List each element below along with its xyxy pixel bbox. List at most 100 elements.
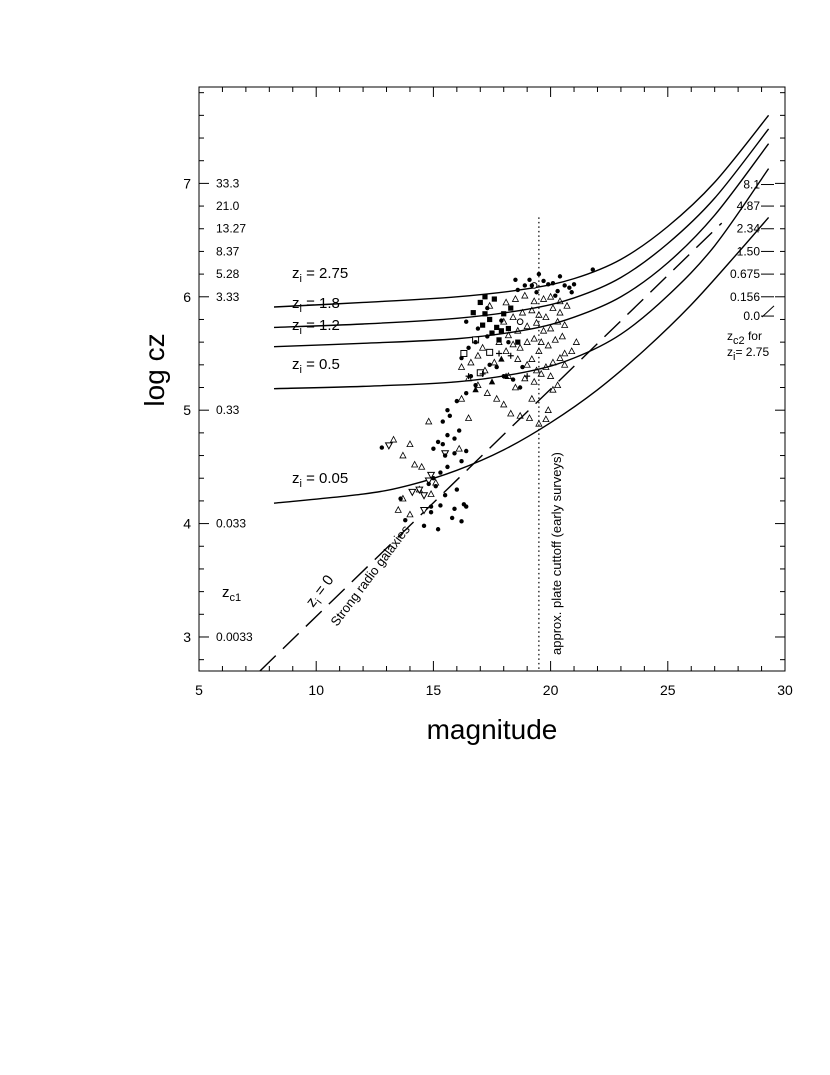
filled-circle-point [506, 339, 511, 345]
curve-label: zi = 1.8 [292, 295, 340, 315]
open-triangle-point [528, 306, 536, 314]
filled-square-point [505, 325, 512, 332]
open-triangle-point [530, 297, 538, 305]
filled-circle-point [421, 523, 427, 529]
y-axis-title: log cz [139, 333, 170, 406]
filled-circle-point [513, 277, 518, 282]
filled-circle-point [475, 326, 481, 331]
model-curve [273, 114, 770, 308]
zc1-label: 3.33 [216, 290, 240, 304]
open-inverted-triangle-point [426, 471, 436, 480]
zc1-label: 8.37 [216, 244, 240, 258]
filled-circle-point [517, 385, 523, 390]
y-tick-label: 7 [183, 175, 191, 191]
zi-zero-label-group: zi = 0 [303, 572, 338, 610]
filled-circle-point [442, 453, 448, 458]
filled-circle-point [550, 280, 556, 286]
zc2-label: 2.34 [737, 222, 761, 236]
x-tick-label: 25 [660, 682, 676, 698]
open-triangle-point [418, 462, 426, 470]
open-triangle-point [399, 451, 407, 459]
filled-square-point [482, 294, 488, 300]
x-tick-label: 5 [195, 682, 203, 698]
zc2-label: 0.0 [743, 309, 760, 323]
open-triangle-point [389, 435, 398, 443]
open-triangle-point [535, 347, 543, 355]
open-triangle-point [572, 338, 581, 345]
cross-point [496, 350, 503, 357]
filled-circle-point [499, 318, 504, 323]
open-triangle-point [514, 355, 522, 362]
model-curve [273, 128, 770, 329]
filled-circle-point [435, 527, 441, 532]
open-triangle-point [556, 297, 564, 305]
zc2-axis-title-line2: zi= 2.75 [727, 345, 769, 363]
filled-circle-point [464, 504, 469, 509]
plot-frame [198, 86, 786, 672]
x-tick-label: 30 [777, 682, 793, 698]
open-triangle-point [560, 321, 569, 328]
filled-circle-point [454, 487, 460, 492]
open-triangle-point [457, 363, 466, 370]
open-triangle-point [542, 313, 550, 320]
filled-circle-point [459, 519, 464, 524]
filled-triangle-point [488, 378, 496, 385]
open-triangle-point [560, 360, 569, 368]
open-triangle-point [483, 389, 491, 396]
open-triangle-point [509, 313, 517, 320]
curve-label: zi = 1.2 [292, 317, 340, 337]
filled-circle-point [485, 305, 490, 311]
open-triangle-point [518, 308, 527, 316]
filled-circle-point [473, 383, 478, 388]
open-triangle-point [509, 340, 517, 348]
open-triangle-point [511, 295, 520, 302]
open-triangle-point [502, 298, 510, 306]
zc1-axis-title: zc1 [222, 584, 241, 604]
filled-circle-point [428, 510, 434, 515]
filled-circle-point [459, 459, 464, 464]
filled-square-point [477, 299, 483, 306]
open-triangle-point [530, 377, 538, 385]
open-triangle-point [516, 411, 524, 419]
data-points [379, 267, 595, 532]
open-triangle-point [537, 369, 545, 377]
open-triangle-point [516, 343, 524, 351]
filled-circle-point [534, 290, 539, 295]
open-triangle-point [553, 317, 562, 325]
open-inverted-triangle-point [408, 488, 417, 497]
filled-circle-point [438, 503, 443, 508]
filled-circle-point [438, 470, 443, 475]
curve-label: zi = 0.05 [292, 470, 348, 490]
filled-circle-point [553, 293, 558, 298]
x-tick-label: 10 [308, 682, 324, 698]
open-triangle-point [560, 349, 569, 357]
filled-circle-point [454, 398, 460, 404]
filled-circle-point [527, 277, 532, 282]
open-triangle-point [467, 358, 475, 366]
open-triangle-point [502, 347, 510, 355]
filled-circle-point [567, 285, 572, 290]
filled-circle-point [569, 290, 574, 295]
open-triangle-point [523, 360, 531, 368]
filled-circle-point [379, 445, 385, 450]
filled-circle-point [452, 451, 457, 456]
filled-triangle-point [498, 355, 505, 362]
open-triangle-point [455, 444, 463, 452]
open-triangle-point [523, 338, 531, 345]
open-triangle-point [490, 358, 499, 366]
model-curve [273, 168, 770, 390]
filled-circle-point [433, 483, 438, 489]
open-inverted-triangle-point [384, 442, 394, 450]
open-triangle-point [556, 308, 564, 316]
strong-radio-galaxies-label: Strong radio galaxies [327, 522, 413, 629]
model-curves [259, 114, 770, 672]
filled-square-point [487, 316, 493, 323]
open-triangle-point [539, 295, 548, 302]
y-tick-label: 5 [183, 402, 191, 418]
open-triangle-point [474, 351, 482, 359]
open-triangle-point [464, 414, 473, 421]
open-triangle-point [478, 343, 487, 351]
zc1-label: 0.0033 [216, 630, 253, 644]
open-triangle-point [530, 334, 538, 342]
open-triangle-point [544, 406, 552, 413]
